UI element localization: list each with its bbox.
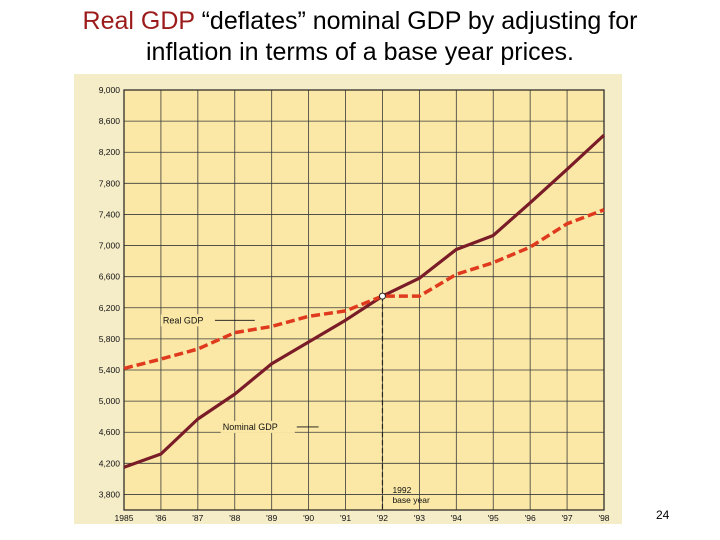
series-line-real-gdp [123,208,605,371]
x-tick-label: '97 [562,513,573,523]
y-tick-label: 8,200 [99,147,121,157]
slide-title-line-1: Real GDP “deflates” nominal GDP by adjus… [0,6,720,37]
y-tick-label: 4,200 [99,458,121,468]
x-tick-label: '86 [155,513,166,523]
y-tick-label: 7,000 [99,241,121,251]
slide-title-line-2: inflation in terms of a base year prices… [146,38,574,66]
y-tick-label: 6,600 [99,272,121,282]
annotation-year: 1992 [392,485,411,495]
title-highlight: Real GDP [82,7,195,35]
gdp-line-chart: 3,800 4,200 4,600 5,000 5,400 5,800 6,200 6,600… [99,85,610,534]
plot-area [124,90,604,510]
chart-figure: 3,800 4,200 4,600 5,000 5,400 5,800 6,200 6,600… [74,74,622,534]
x-tick-label: '91 [340,513,351,523]
x-tick-label: '96 [525,513,536,523]
nominal-gdp-label: Nominal GDP [223,422,278,432]
y-tick-label: 9,000 [99,85,121,95]
y-tick-label: 7,800 [99,178,121,188]
y-tick-label: 3,800 [99,489,121,499]
y-tick-label: 5,000 [99,396,121,406]
y-tick-label: 5,400 [99,365,121,375]
plot-border [123,89,605,511]
x-tick-label: '90 [303,513,314,523]
y-tick-label: 4,600 [99,427,121,437]
y-tick-label: 7,400 [99,209,121,219]
nominal-gdp-label-bg [220,420,295,433]
series-line-nominal-gdp [123,133,606,469]
x-tick-label: '94 [451,513,462,523]
x-tick-label: '93 [414,513,425,523]
y-tick-label: 6,200 [99,303,121,313]
x-tick-label: '89 [266,513,277,523]
base-year-point [378,292,386,300]
x-tick-label: '92 [377,513,388,523]
x-tick-label: '88 [229,513,240,523]
page-number: 24 [656,508,670,522]
real-gdp-label-bg [160,314,213,327]
title-rest: “deflates” nominal GDP by adjusting for [194,7,638,35]
y-tick-label: 5,800 [99,334,121,344]
x-tick-label: '98 [598,513,609,523]
annotation-base-year: base year [392,495,429,505]
x-tick-label: 1985 [115,513,134,523]
x-tick-label: '95 [488,513,499,523]
y-tick-label: 8,600 [99,116,121,126]
x-tick-label: '87 [192,513,203,523]
real-gdp-label: Real GDP [163,315,204,325]
slide-title: Real GDP “deflates” nominal GDP by adjus… [0,6,720,68]
